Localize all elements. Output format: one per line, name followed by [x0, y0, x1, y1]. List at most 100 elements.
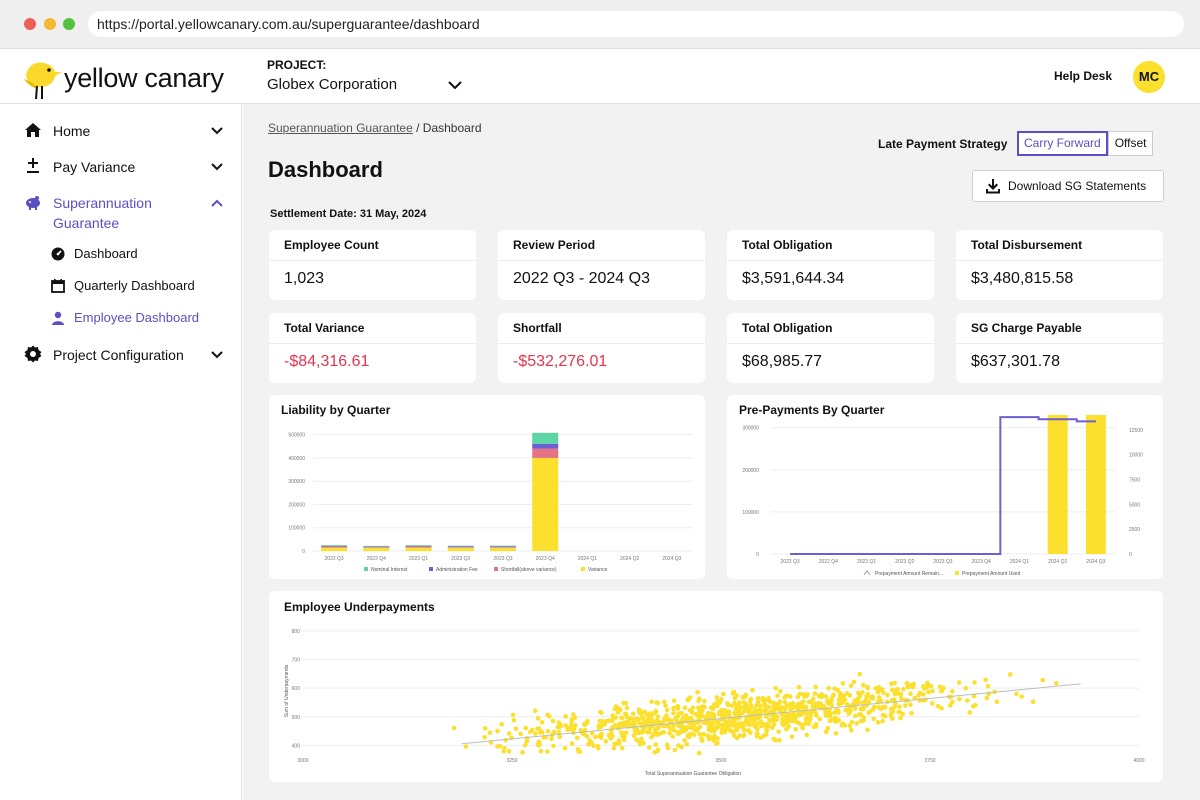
x-tick-label: 3750 [924, 758, 935, 764]
project-selector[interactable]: PROJECT: Globex Corporation [267, 58, 463, 93]
scatter-point [539, 730, 545, 735]
scatter-point [890, 716, 895, 721]
scatter-point [695, 713, 700, 719]
scatter-point [1019, 694, 1024, 699]
sidebar-item-project-configuration[interactable]: Project Configuration [24, 345, 224, 365]
scatter-point [615, 741, 620, 747]
y-tick-label-left: 100000 [742, 510, 759, 516]
close-window-button[interactable] [24, 18, 36, 30]
scatter-point [672, 747, 678, 753]
sidebar-subitem-dashboard[interactable]: Dashboard [51, 246, 138, 261]
scatter-point [751, 711, 756, 716]
scatter-point [565, 727, 571, 732]
scatter-point [624, 705, 630, 711]
maximize-window-button[interactable] [63, 18, 75, 30]
minimize-window-button[interactable] [44, 18, 56, 30]
scatter-point [949, 689, 955, 694]
scatter-point [487, 730, 493, 736]
sidebar-item-home[interactable]: Home [24, 121, 224, 141]
scatter-point [670, 734, 675, 739]
scatter-point [696, 696, 702, 702]
sidebar-subitem-quarterly-dashboard[interactable]: Quarterly Dashboard [51, 278, 195, 293]
scatter-point [803, 711, 809, 716]
scatter-point [803, 717, 809, 722]
bar-segment [321, 545, 348, 546]
scatter-point [695, 689, 700, 695]
kpi-value: 1,023 [284, 270, 325, 287]
scatter-point [873, 686, 878, 691]
scatter-point [871, 716, 876, 722]
sidebar-item-pay-variance[interactable]: Pay Variance [24, 157, 224, 177]
scatter-point [632, 728, 638, 734]
y-tick-label: 500 [292, 715, 301, 721]
breadcrumb-link-superannuation-guarantee[interactable]: Superannuation Guarantee [268, 121, 413, 135]
scatter-point [709, 722, 714, 727]
x-tick-label: 2022 Q3 [781, 559, 800, 565]
scatter-point [545, 712, 550, 718]
scatter-point [871, 704, 877, 710]
scatter-point [584, 734, 590, 739]
offset-option[interactable]: Offset [1107, 131, 1154, 156]
legend-label: Administration Fee [436, 567, 478, 573]
scatter-point [630, 711, 636, 717]
calendar-icon [51, 278, 65, 293]
scatter-point [754, 703, 759, 708]
scatter-point [591, 743, 596, 748]
scatter-point [664, 707, 670, 713]
x-tick-label: 3500 [715, 758, 726, 764]
scatter-point [742, 732, 747, 738]
x-tick-label: 2024 Q3 [662, 556, 681, 562]
sidebar-subitem-employee-dashboard[interactable]: Employee Dashboard [51, 310, 199, 325]
address-bar[interactable]: https://portal.yellowcanary.com.au/super… [88, 11, 1184, 37]
sidebar-subitem-label: Dashboard [74, 246, 138, 261]
legend-swatch [494, 567, 498, 571]
download-sg-statements-button[interactable]: Download SG Statements [972, 170, 1164, 202]
scatter-point [603, 739, 609, 744]
scatter-point [777, 737, 782, 743]
scatter-point [755, 695, 761, 701]
gear-icon [24, 345, 42, 363]
sidebar-item-superannuation-guarantee[interactable]: Superannuation Guarantee [24, 193, 224, 233]
scatter-point [586, 742, 591, 747]
scatter-point [506, 731, 512, 736]
scatter-point [1014, 691, 1019, 697]
legend-swatch [364, 567, 368, 571]
scatter-point [899, 696, 904, 701]
scatter-point [733, 727, 739, 733]
kpi-label: SG Charge Payable [971, 321, 1082, 335]
breadcrumb: Superannuation Guarantee / Dashboard [268, 121, 482, 135]
scatter-point [705, 711, 711, 716]
scatter-point [760, 723, 766, 728]
scatter-point [812, 691, 818, 696]
scatter-point [529, 727, 535, 733]
scatter-point [748, 702, 754, 708]
help-desk-link[interactable]: Help Desk [1054, 69, 1113, 83]
legend-swatch [955, 571, 959, 575]
bar-segment [405, 546, 432, 548]
scatter-point [888, 681, 894, 687]
scatter-point [716, 723, 721, 728]
trendline [461, 683, 1081, 745]
logo[interactable]: yellow canary [22, 57, 224, 100]
scatter-point [569, 719, 574, 724]
scatter-point [690, 705, 696, 710]
bar-segment [447, 547, 474, 551]
scatter-point [882, 713, 888, 719]
scatter-point [463, 744, 469, 749]
scatter-point [752, 717, 757, 723]
scatter-point [771, 722, 777, 727]
scatter-point [994, 699, 1000, 705]
carry-forward-option[interactable]: Carry Forward [1017, 131, 1108, 156]
scatter-point [814, 713, 819, 718]
scatter-point [838, 691, 843, 696]
project-dropdown[interactable]: Globex Corporation [267, 76, 463, 93]
prepayments-by-quarter-panel: Pre-Payments By Quarter 0 100000 200000 300… [727, 395, 1163, 579]
scatter-point [823, 694, 829, 699]
scatter-point [840, 681, 846, 686]
scatter-point [697, 731, 703, 737]
liability-by-quarter-panel: Liability by Quarter 0 100000 200000 300000… [269, 395, 705, 579]
scatter-point [499, 721, 504, 727]
avatar[interactable]: MC [1133, 61, 1165, 93]
scatter-point [823, 729, 829, 735]
scatter-point [809, 699, 814, 705]
